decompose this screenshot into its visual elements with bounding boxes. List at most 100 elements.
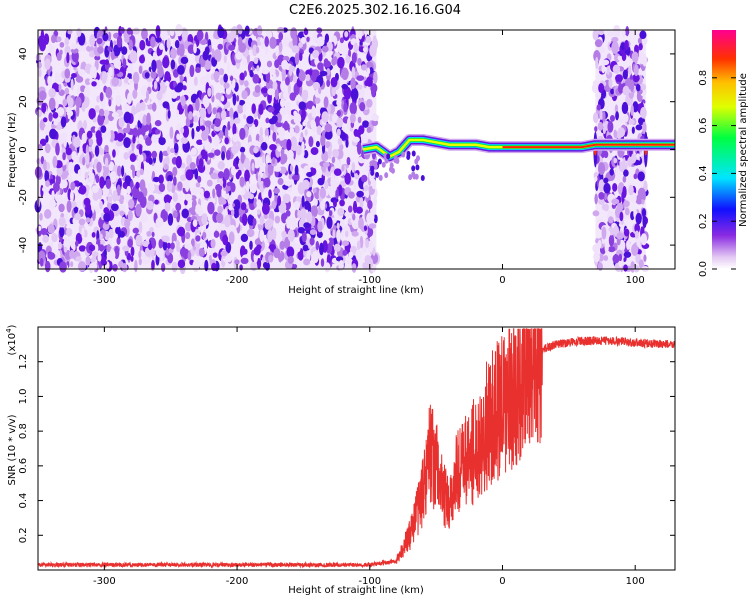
- noise-blob: [341, 83, 349, 90]
- noise-blob: [365, 164, 370, 172]
- noise-blob: [40, 227, 48, 236]
- noise-blob: [619, 161, 625, 173]
- noise-blob: [351, 52, 357, 64]
- noise-blob: [615, 111, 619, 121]
- noise-blob: [96, 95, 100, 103]
- noise-blob: [360, 174, 368, 183]
- noise-blob: [315, 240, 320, 251]
- noise-blob: [201, 130, 209, 141]
- noise-blob: [86, 130, 93, 139]
- noise-blob: [281, 59, 289, 70]
- noise-blob: [180, 174, 187, 181]
- noise-blob: [104, 144, 109, 153]
- noise-blob: [340, 43, 349, 57]
- y-tick-label: 1.2: [18, 354, 29, 370]
- noise-blob: [141, 28, 148, 40]
- noise-blob: [642, 191, 646, 201]
- noise-blob: [323, 96, 329, 109]
- noise-blob: [597, 198, 606, 205]
- noise-blob: [615, 74, 624, 82]
- noise-blob: [286, 221, 292, 229]
- noise-blob: [311, 205, 318, 217]
- noise-blob: [273, 166, 282, 172]
- noise-blob: [362, 120, 370, 128]
- noise-blob: [330, 76, 338, 88]
- noise-blob: [372, 247, 376, 256]
- noise-blob: [169, 147, 175, 154]
- noise-blob: [107, 196, 113, 203]
- noise-blob: [75, 199, 82, 208]
- noise-blob: [273, 248, 281, 259]
- noise-blob: [185, 169, 194, 181]
- noise-blob: [311, 162, 320, 169]
- noise-blob: [229, 75, 234, 81]
- noise-blob: [602, 110, 606, 123]
- noise-blob: [169, 126, 174, 139]
- track-blob: [375, 171, 380, 178]
- noise-blob: [611, 198, 620, 205]
- noise-blob: [326, 254, 331, 265]
- noise-blob: [260, 141, 268, 151]
- y-tick-label: 20: [18, 95, 29, 108]
- top-x-axis-label: Height of straight line (km): [288, 285, 424, 296]
- noise-blob: [617, 55, 622, 61]
- noise-blob: [238, 42, 247, 53]
- noise-blob: [287, 187, 292, 193]
- noise-blob: [632, 73, 640, 83]
- noise-blob: [256, 244, 262, 250]
- noise-blob: [62, 152, 66, 161]
- noise-blob: [52, 182, 60, 192]
- noise-blob: [292, 34, 298, 48]
- noise-blob: [639, 30, 647, 40]
- noise-blob: [623, 228, 630, 237]
- noise-blob: [297, 210, 302, 219]
- noise-blob: [104, 157, 109, 168]
- noise-blob: [217, 171, 224, 179]
- x-tick-label: 0: [499, 275, 505, 286]
- noise-blob: [595, 92, 602, 99]
- track-blob: [373, 163, 378, 170]
- noise-blob: [102, 222, 110, 231]
- noise-blob: [311, 105, 316, 118]
- exponent-prefix: (x10: [7, 333, 18, 356]
- noise-blob: [42, 234, 49, 243]
- noise-blob: [132, 127, 139, 138]
- noise-blob: [310, 147, 319, 156]
- noise-blob: [641, 208, 647, 218]
- noise-blob: [215, 92, 222, 100]
- noise-blob: [373, 71, 378, 84]
- noise-blob: [259, 215, 265, 226]
- noise-blob: [252, 218, 257, 227]
- noise-blob: [64, 45, 71, 55]
- noise-blob: [596, 104, 601, 111]
- noise-blob: [158, 150, 163, 163]
- noise-blob: [357, 57, 362, 66]
- noise-blob: [311, 69, 320, 78]
- colorbar-tick-label: 0.4: [698, 165, 709, 181]
- noise-blob: [351, 263, 357, 273]
- noise-blob: [296, 100, 300, 106]
- noise-blob: [623, 251, 632, 258]
- noise-blob: [182, 85, 187, 91]
- noise-blob: [306, 36, 310, 42]
- noise-blob: [235, 156, 239, 165]
- noise-blob: [309, 237, 315, 246]
- noise-blob: [617, 83, 624, 94]
- noise-blob: [245, 180, 250, 192]
- noise-blob: [348, 251, 354, 259]
- noise-blob: [623, 264, 628, 272]
- noise-blob: [351, 66, 356, 79]
- noise-blob: [66, 200, 72, 213]
- noise-blob: [241, 213, 248, 226]
- noise-blob: [82, 156, 86, 166]
- exponent-power: 4: [5, 328, 13, 333]
- noise-blob: [239, 127, 246, 140]
- noise-blob: [155, 129, 161, 135]
- noise-blob: [281, 83, 286, 91]
- noise-blob: [317, 220, 323, 233]
- noise-blob: [136, 169, 141, 178]
- noise-blob: [336, 229, 342, 242]
- noise-blob: [601, 226, 607, 240]
- noise-blob: [214, 149, 221, 156]
- noise-blob: [213, 49, 222, 61]
